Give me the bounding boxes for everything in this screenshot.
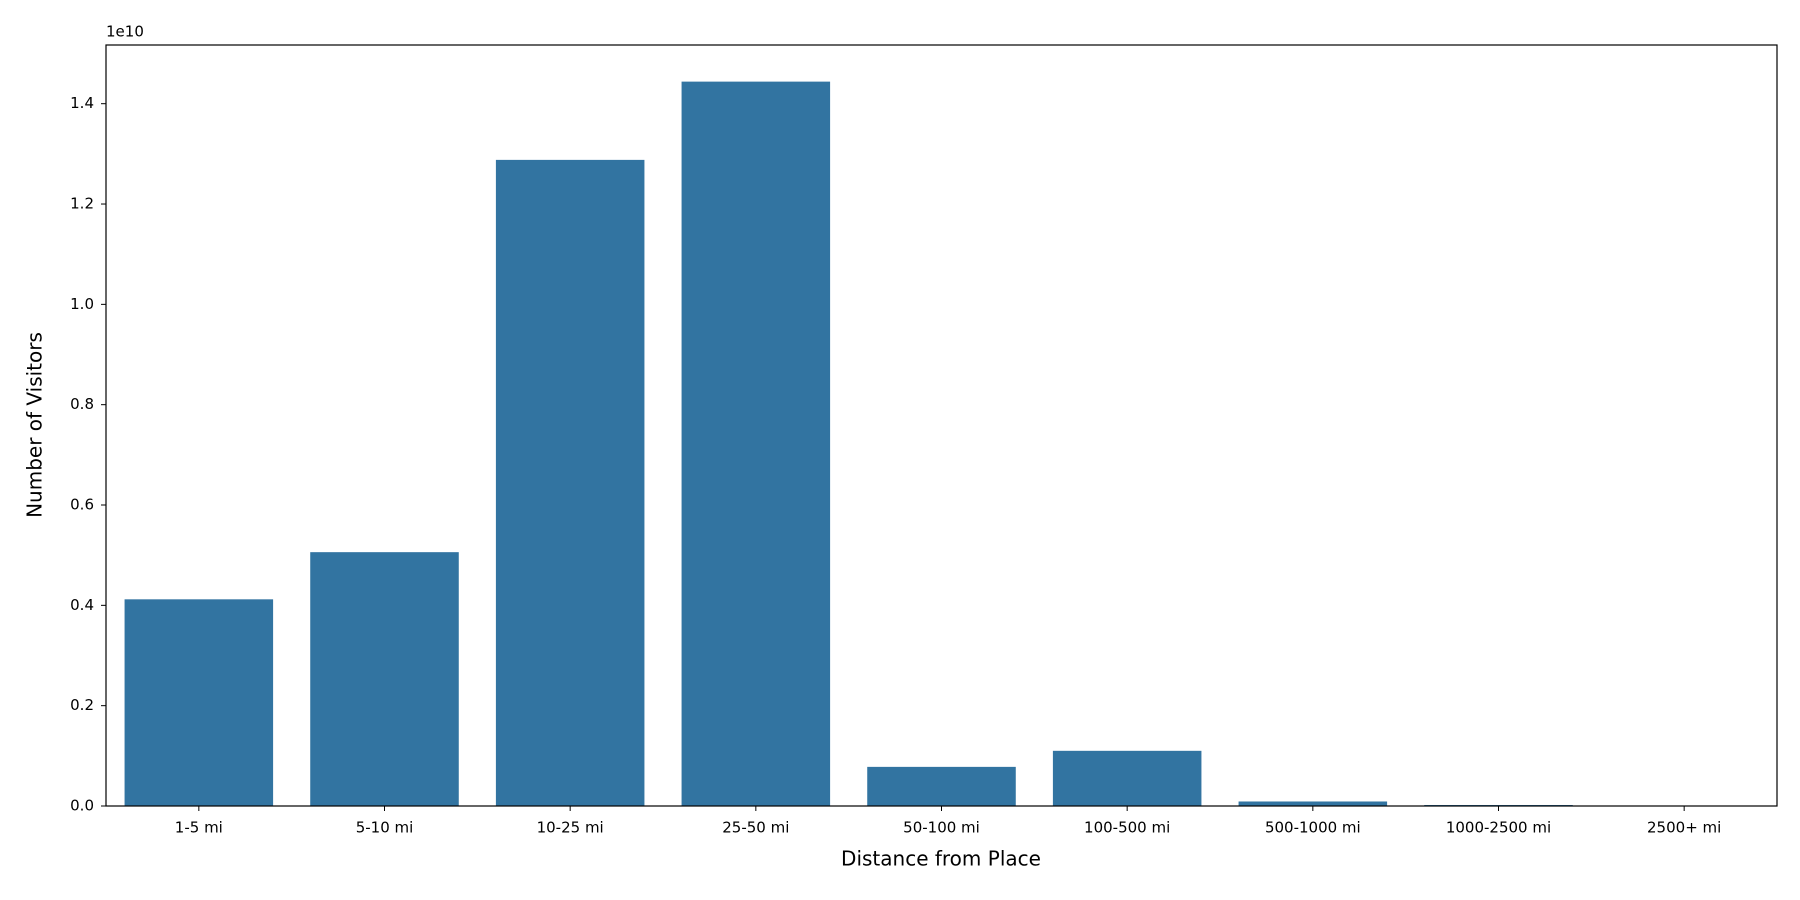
x-tick-label: 5-10 mi bbox=[356, 819, 414, 837]
y-tick-label: 0.4 bbox=[70, 596, 94, 614]
y-tick-label: 1.2 bbox=[70, 195, 94, 213]
y-tick-label: 1.4 bbox=[70, 94, 94, 112]
bar bbox=[495, 159, 645, 807]
x-tick-label: 2500+ mi bbox=[1647, 819, 1721, 837]
bar bbox=[1052, 750, 1202, 806]
x-tick-label: 1000-2500 mi bbox=[1446, 819, 1551, 837]
y-tick-label: 0.2 bbox=[70, 696, 94, 714]
x-axis-title: Distance from Place bbox=[841, 847, 1041, 871]
bar bbox=[867, 766, 1016, 806]
y-tick-label: 1.0 bbox=[70, 295, 94, 313]
x-tick-label: 50-100 mi bbox=[903, 819, 980, 837]
y-tick-label: 0.8 bbox=[70, 395, 94, 413]
bar bbox=[310, 552, 459, 806]
x-tick-label: 1-5 mi bbox=[175, 819, 223, 837]
y-axis-title: Number of Visitors bbox=[23, 332, 47, 518]
plot-frame bbox=[105, 44, 1778, 807]
bar bbox=[124, 599, 274, 806]
x-tick-label: 500-1000 mi bbox=[1265, 819, 1361, 837]
x-tick-label: 25-50 mi bbox=[722, 819, 789, 837]
x-tick-label: 10-25 mi bbox=[537, 819, 604, 837]
bar bbox=[681, 81, 831, 806]
y-tick-label: 0.0 bbox=[70, 797, 94, 815]
y-offset-label: 1e10 bbox=[106, 23, 144, 41]
bar bbox=[1238, 801, 1388, 806]
y-tick-label: 0.6 bbox=[70, 496, 94, 514]
x-tick-label: 100-500 mi bbox=[1084, 819, 1170, 837]
